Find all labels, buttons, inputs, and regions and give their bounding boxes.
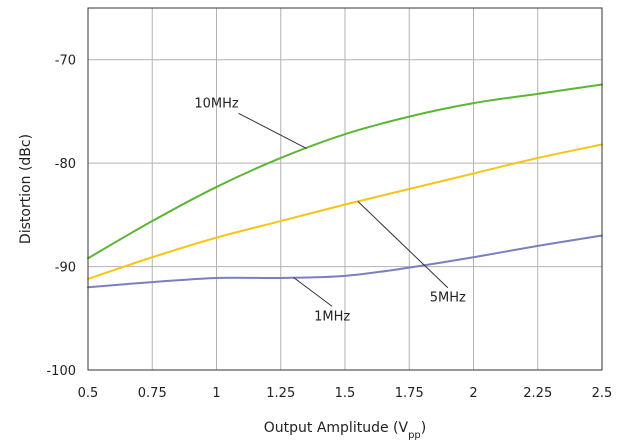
series-line-5mhz bbox=[87, 143, 603, 280]
x-tick-label: 1.25 bbox=[266, 386, 295, 401]
annotation-leader-5mhz bbox=[357, 201, 449, 289]
x-tick-label: 0.75 bbox=[138, 386, 167, 401]
y-tick-label: -80 bbox=[55, 157, 76, 172]
x-axis-title-close: ) bbox=[421, 420, 426, 436]
x-axis-title-subscript: pp bbox=[408, 430, 421, 440]
x-axis-title: Output Amplitude (Vpp) bbox=[264, 420, 427, 440]
x-tick-label: 2.25 bbox=[523, 386, 552, 401]
y-axis-title: Distortion (dBc) bbox=[18, 134, 34, 244]
y-tick-label: -90 bbox=[55, 261, 76, 276]
y-tick-label: -100 bbox=[46, 364, 76, 379]
x-tick-label: 0.5 bbox=[78, 386, 99, 401]
series-line-1mhz bbox=[87, 234, 603, 289]
x-tick-label: 2.5 bbox=[592, 386, 613, 401]
y-tick-label: -70 bbox=[55, 54, 76, 69]
x-tick-label: 2 bbox=[469, 386, 477, 401]
annotation-leader-1mhz bbox=[293, 277, 333, 307]
tick-labels: 0.5 0.75 1 1.25 1.5 1.75 2 2.25 2.5 -100 -90 -80 -70 bbox=[46, 54, 612, 401]
x-tick-label: 1.75 bbox=[395, 386, 424, 401]
annotation-leader-10mhz bbox=[238, 112, 307, 149]
annotation-label-5mhz: 5MHz bbox=[430, 291, 466, 306]
annotation-label-1mhz: 1MHz bbox=[314, 309, 350, 324]
series-annotations: 10MHz 5MHz 1MHz bbox=[194, 96, 466, 324]
series-line-10mhz bbox=[87, 83, 603, 260]
series-lines bbox=[87, 83, 603, 289]
x-tick-label: 1 bbox=[212, 386, 220, 401]
annotation-label-10mhz: 10MHz bbox=[194, 96, 239, 111]
plot-frame bbox=[87, 7, 603, 371]
x-axis-title-main: Output Amplitude (V bbox=[264, 420, 409, 436]
x-tick-label: 1.5 bbox=[335, 386, 356, 401]
